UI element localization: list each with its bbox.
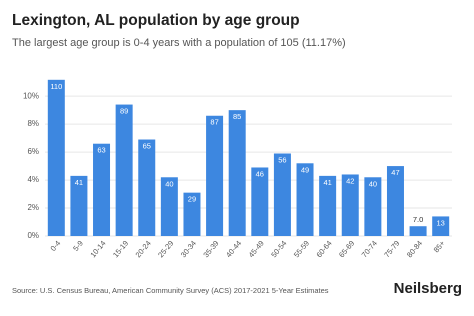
data-label: 46 xyxy=(256,169,264,178)
bar xyxy=(364,177,382,236)
bar xyxy=(93,143,111,236)
data-label: 47 xyxy=(391,168,399,177)
data-label: 89 xyxy=(120,107,128,116)
chart-title: Lexington, AL population by age group xyxy=(12,12,300,29)
data-label: 41 xyxy=(75,178,83,187)
brand: Neilsberg xyxy=(394,280,462,297)
bar xyxy=(115,104,133,236)
data-label: 63 xyxy=(97,146,105,155)
bar xyxy=(47,79,65,236)
bar xyxy=(296,163,314,236)
y-tick-label: 0% xyxy=(27,231,39,240)
bar xyxy=(206,115,224,236)
bar xyxy=(160,177,178,236)
bar xyxy=(319,175,337,236)
data-label: 7.0 xyxy=(413,215,423,224)
data-label: 87 xyxy=(210,118,218,127)
data-label: 41 xyxy=(323,178,331,187)
data-label: 29 xyxy=(188,195,196,204)
data-label: 49 xyxy=(301,165,309,174)
y-tick-label: 6% xyxy=(27,147,39,156)
y-tick-label: 8% xyxy=(27,119,39,128)
data-label: 85 xyxy=(233,112,241,121)
bar xyxy=(409,226,427,236)
data-label: 110 xyxy=(50,82,62,91)
bar xyxy=(341,174,359,236)
bar xyxy=(228,110,246,236)
bar xyxy=(273,153,291,236)
bar xyxy=(70,175,88,236)
data-label: 42 xyxy=(346,176,354,185)
chart-subtitle: The largest age group is 0-4 years with … xyxy=(12,37,346,49)
bar xyxy=(432,216,450,236)
bar xyxy=(183,192,201,236)
y-tick-label: 4% xyxy=(27,175,39,184)
bar xyxy=(251,167,269,236)
data-label: 13 xyxy=(437,218,445,227)
y-tick-label: 10% xyxy=(23,91,39,100)
bar xyxy=(386,166,404,236)
data-label: 40 xyxy=(369,179,377,188)
y-tick-label: 2% xyxy=(27,203,39,212)
data-label: 40 xyxy=(165,179,173,188)
data-label: 65 xyxy=(143,142,151,151)
data-label: 56 xyxy=(278,155,286,164)
bar xyxy=(138,139,156,236)
source: Source: U.S. Census Bureau, American Com… xyxy=(12,286,329,295)
